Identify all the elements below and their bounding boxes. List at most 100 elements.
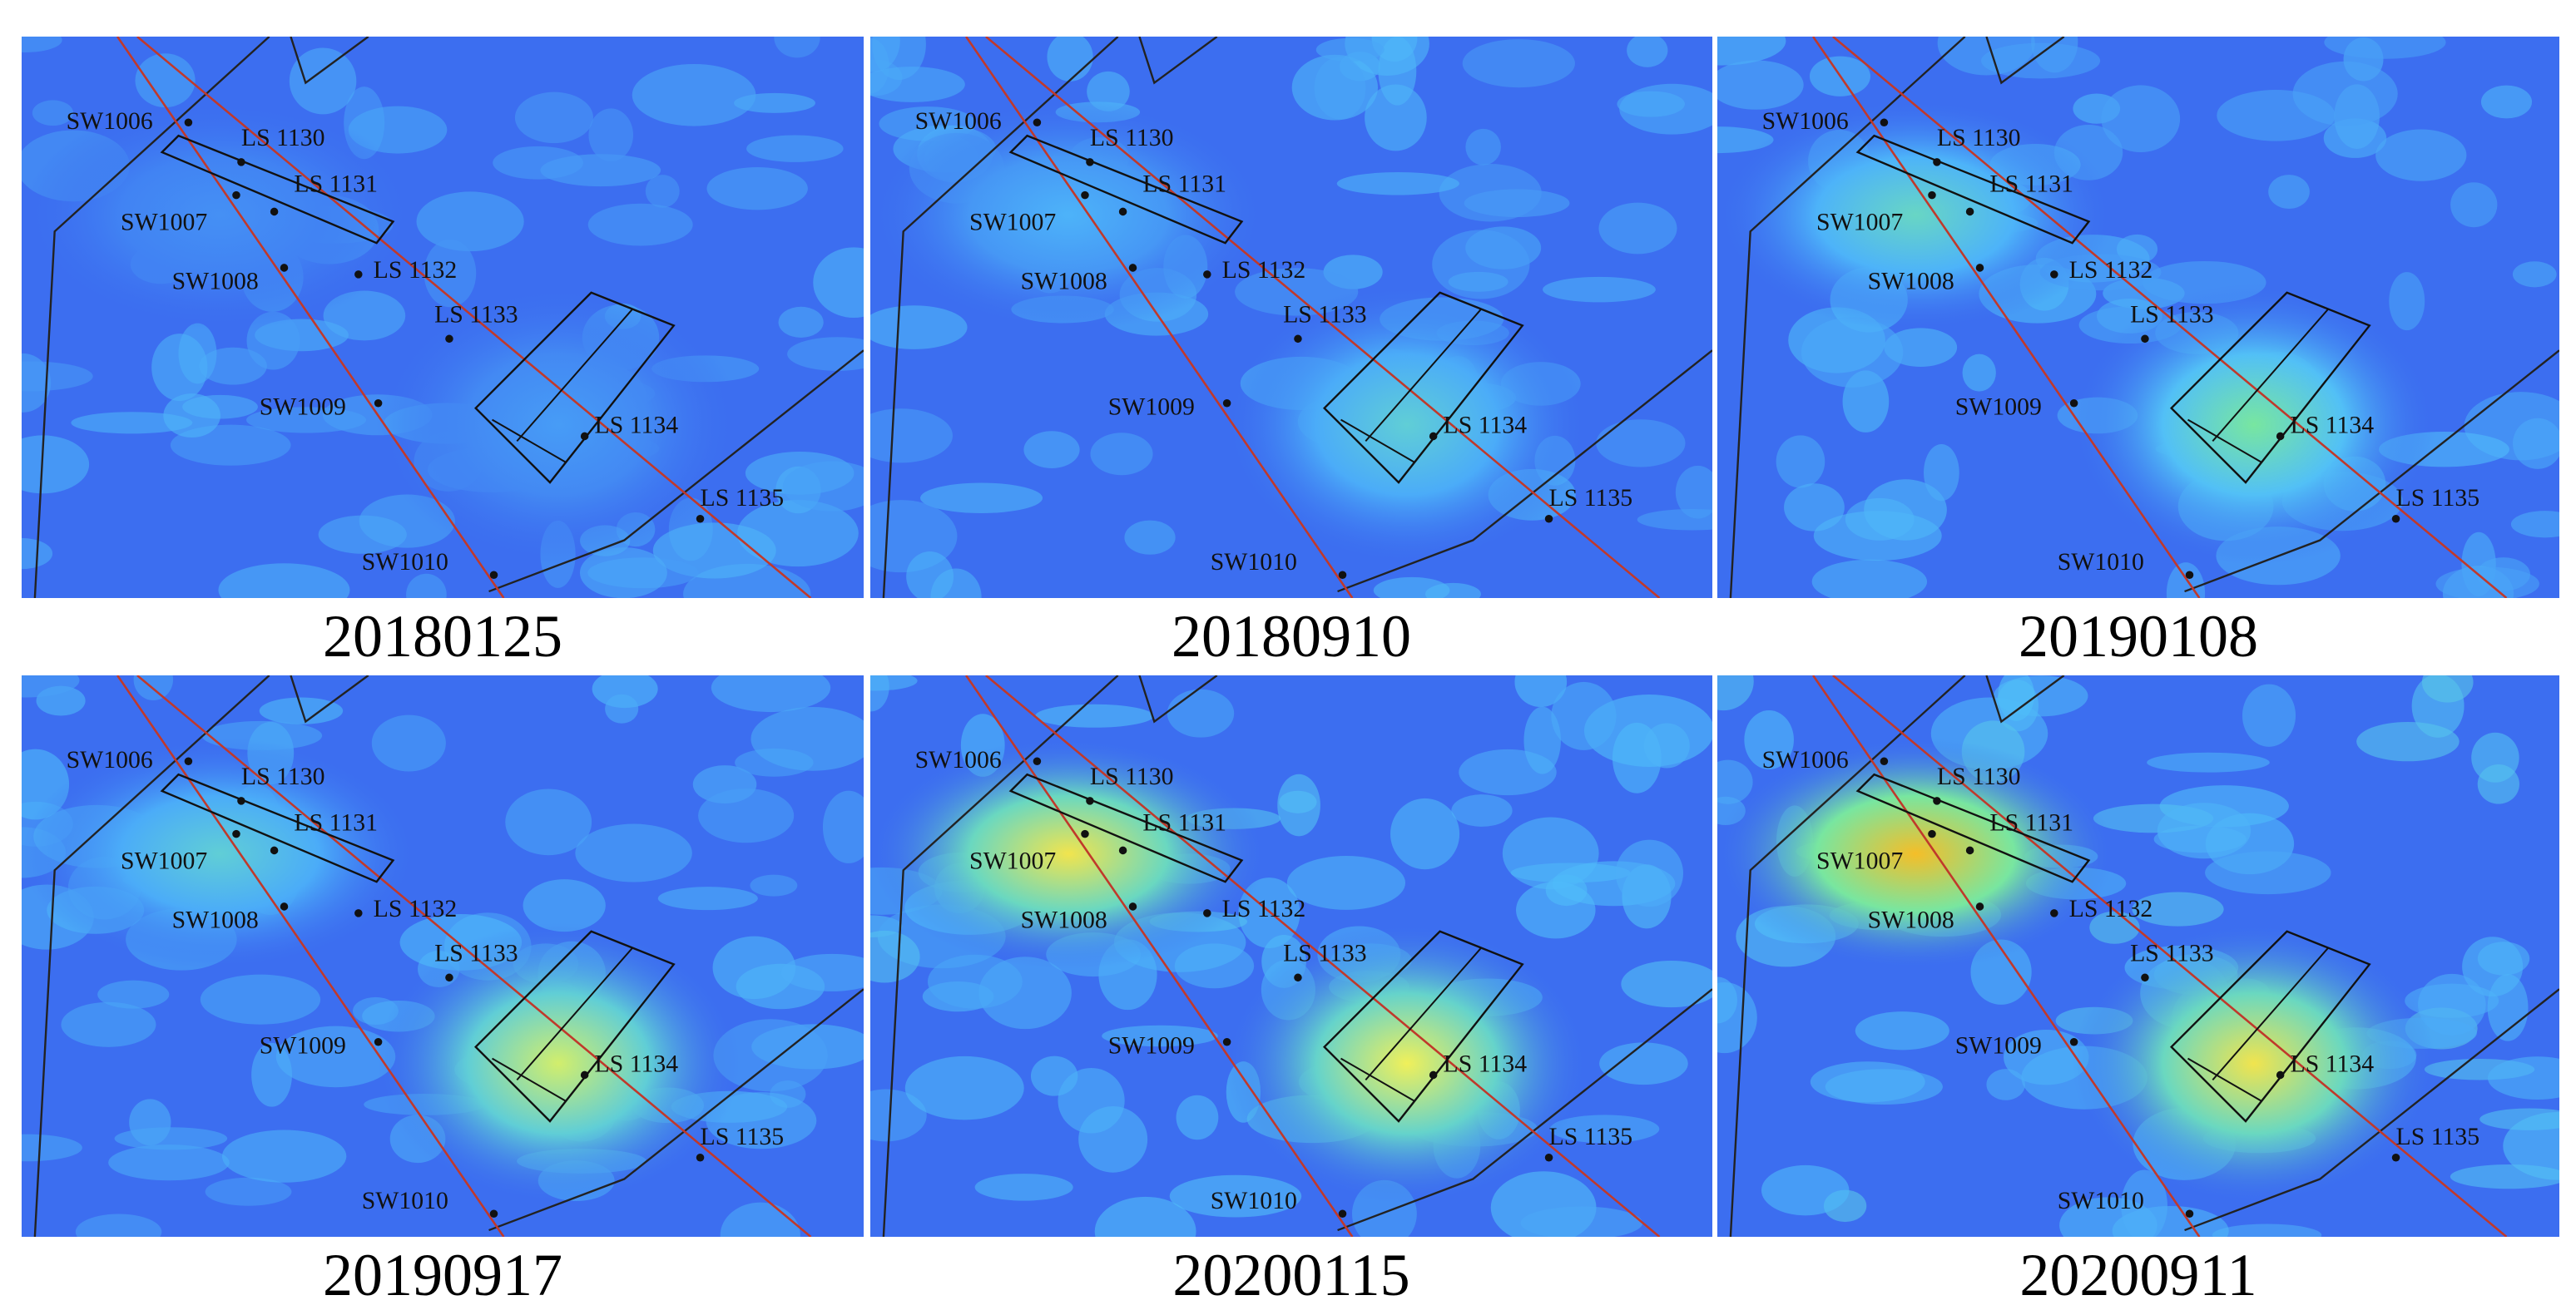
- noise-patch: [2101, 85, 2181, 153]
- station-dot: [2391, 1153, 2400, 1162]
- noise-patch: [1090, 433, 1153, 476]
- station-label: SW1009: [1955, 393, 2042, 421]
- noise-patch: [2389, 272, 2425, 331]
- heat-zone: [22, 738, 419, 970]
- station-dot: [2141, 973, 2149, 982]
- station-label: SW1007: [969, 847, 1056, 874]
- noise-patch: [706, 166, 808, 210]
- noise-patch: [1717, 759, 1753, 804]
- station-dot: [232, 829, 240, 838]
- noise-patch: [813, 247, 864, 318]
- noise-patch: [1176, 1095, 1219, 1140]
- noise-patch: [135, 53, 196, 108]
- station-label: SW1010: [1211, 548, 1297, 576]
- station-dot: [1222, 1037, 1231, 1046]
- noise-patch: [22, 435, 90, 494]
- noise-patch: [1744, 709, 1794, 770]
- heat-zone: [1225, 922, 1589, 1204]
- station-dot: [280, 264, 289, 272]
- station-label: LS 1135: [1549, 1123, 1633, 1150]
- noise-patch: [133, 675, 174, 701]
- noise-patch: [787, 337, 864, 371]
- noise-patch: [1717, 981, 1757, 1054]
- panel-date: 20180910: [1172, 603, 1411, 670]
- noise-patch: [575, 823, 692, 882]
- boundary: [488, 988, 864, 1232]
- noise-patch: [1167, 689, 1235, 738]
- station-dot: [1128, 902, 1137, 911]
- noise-patch: [97, 980, 170, 1009]
- noise-patch: [1596, 419, 1686, 467]
- station-dot: [1081, 190, 1089, 200]
- station-label: LS 1130: [1090, 763, 1174, 790]
- station-dot: [1081, 829, 1089, 838]
- station-label: SW1006: [67, 107, 153, 135]
- survey-line: [116, 37, 505, 598]
- noise-patch: [2513, 418, 2559, 469]
- map-panel: SW1006 LS 1130 LS 1131 SW1007 SW1008 LS 1132 L…: [1717, 37, 2559, 598]
- noise-patch: [782, 461, 864, 512]
- station-dot: [1544, 514, 1553, 523]
- station-dot: [237, 158, 245, 166]
- map-panel: SW1006 LS 1130 LS 1131 SW1007 SW1008 LS 1132 L…: [870, 675, 1712, 1237]
- station-dot: [1429, 432, 1438, 441]
- noise-patch: [2450, 1164, 2559, 1189]
- noise-patch: [713, 1019, 828, 1092]
- work-face: [516, 308, 633, 442]
- station-dot: [2141, 334, 2149, 344]
- station-label: SW1010: [362, 1187, 448, 1214]
- noise-patch: [870, 930, 920, 983]
- station-label: LS 1134: [595, 411, 679, 438]
- noise-patch: [1813, 511, 1942, 561]
- station-label: SW1008: [1868, 268, 1954, 295]
- noise-patch: [1675, 465, 1712, 519]
- station-dot: [354, 909, 363, 917]
- station-label: SW1010: [2058, 1187, 2144, 1214]
- station-dot: [1118, 207, 1127, 216]
- noise-patch: [1365, 84, 1427, 151]
- station-dot: [489, 1209, 498, 1218]
- noise-patch: [746, 135, 844, 162]
- survey-line: [965, 675, 1354, 1237]
- noise-patch: [2487, 1056, 2559, 1100]
- station-label: SW1009: [1108, 393, 1195, 421]
- station-label: LS 1133: [2130, 300, 2214, 328]
- noise-patch: [1551, 681, 1617, 750]
- noise-patch: [2292, 61, 2398, 126]
- survey-line: [985, 675, 1661, 1237]
- station-label: SW1006: [915, 746, 1002, 774]
- station-dot: [184, 118, 193, 126]
- work-face: [1365, 308, 1482, 442]
- boundary: [290, 675, 369, 724]
- noise-patch: [2480, 85, 2533, 119]
- noise-patch: [1523, 706, 1561, 774]
- noise-patch: [289, 47, 357, 115]
- panel-date: 20180125: [323, 603, 562, 670]
- noise-patch: [1615, 839, 1684, 907]
- station-dot: [1933, 797, 1941, 805]
- noise-patch: [1094, 1196, 1196, 1237]
- station-label: LS 1132: [2069, 895, 2153, 922]
- noise-patch: [1124, 520, 1176, 555]
- station-label: LS 1132: [374, 895, 458, 922]
- boundary: [488, 349, 864, 593]
- noise-patch: [1047, 37, 1093, 82]
- noise-patch: [275, 1026, 396, 1088]
- survey-line: [1832, 37, 2508, 598]
- station-label: LS 1131: [1142, 171, 1226, 198]
- noise-patch: [205, 1177, 292, 1206]
- boundary: [1729, 675, 1966, 1237]
- station-label: LS 1135: [701, 484, 785, 512]
- noise-patch: [505, 789, 592, 856]
- noise-patch: [1776, 435, 1825, 488]
- station-dot: [1880, 118, 1889, 126]
- station-dot: [1880, 757, 1889, 765]
- noise-patch: [1102, 1025, 1218, 1047]
- heat-zone: [376, 922, 741, 1204]
- noise-patch: [22, 1134, 82, 1162]
- noise-patch: [2242, 684, 2296, 747]
- noise-patch: [406, 573, 447, 598]
- work-face: [516, 947, 633, 1081]
- work-face: [2170, 291, 2371, 484]
- station-label: SW1006: [1762, 107, 1849, 135]
